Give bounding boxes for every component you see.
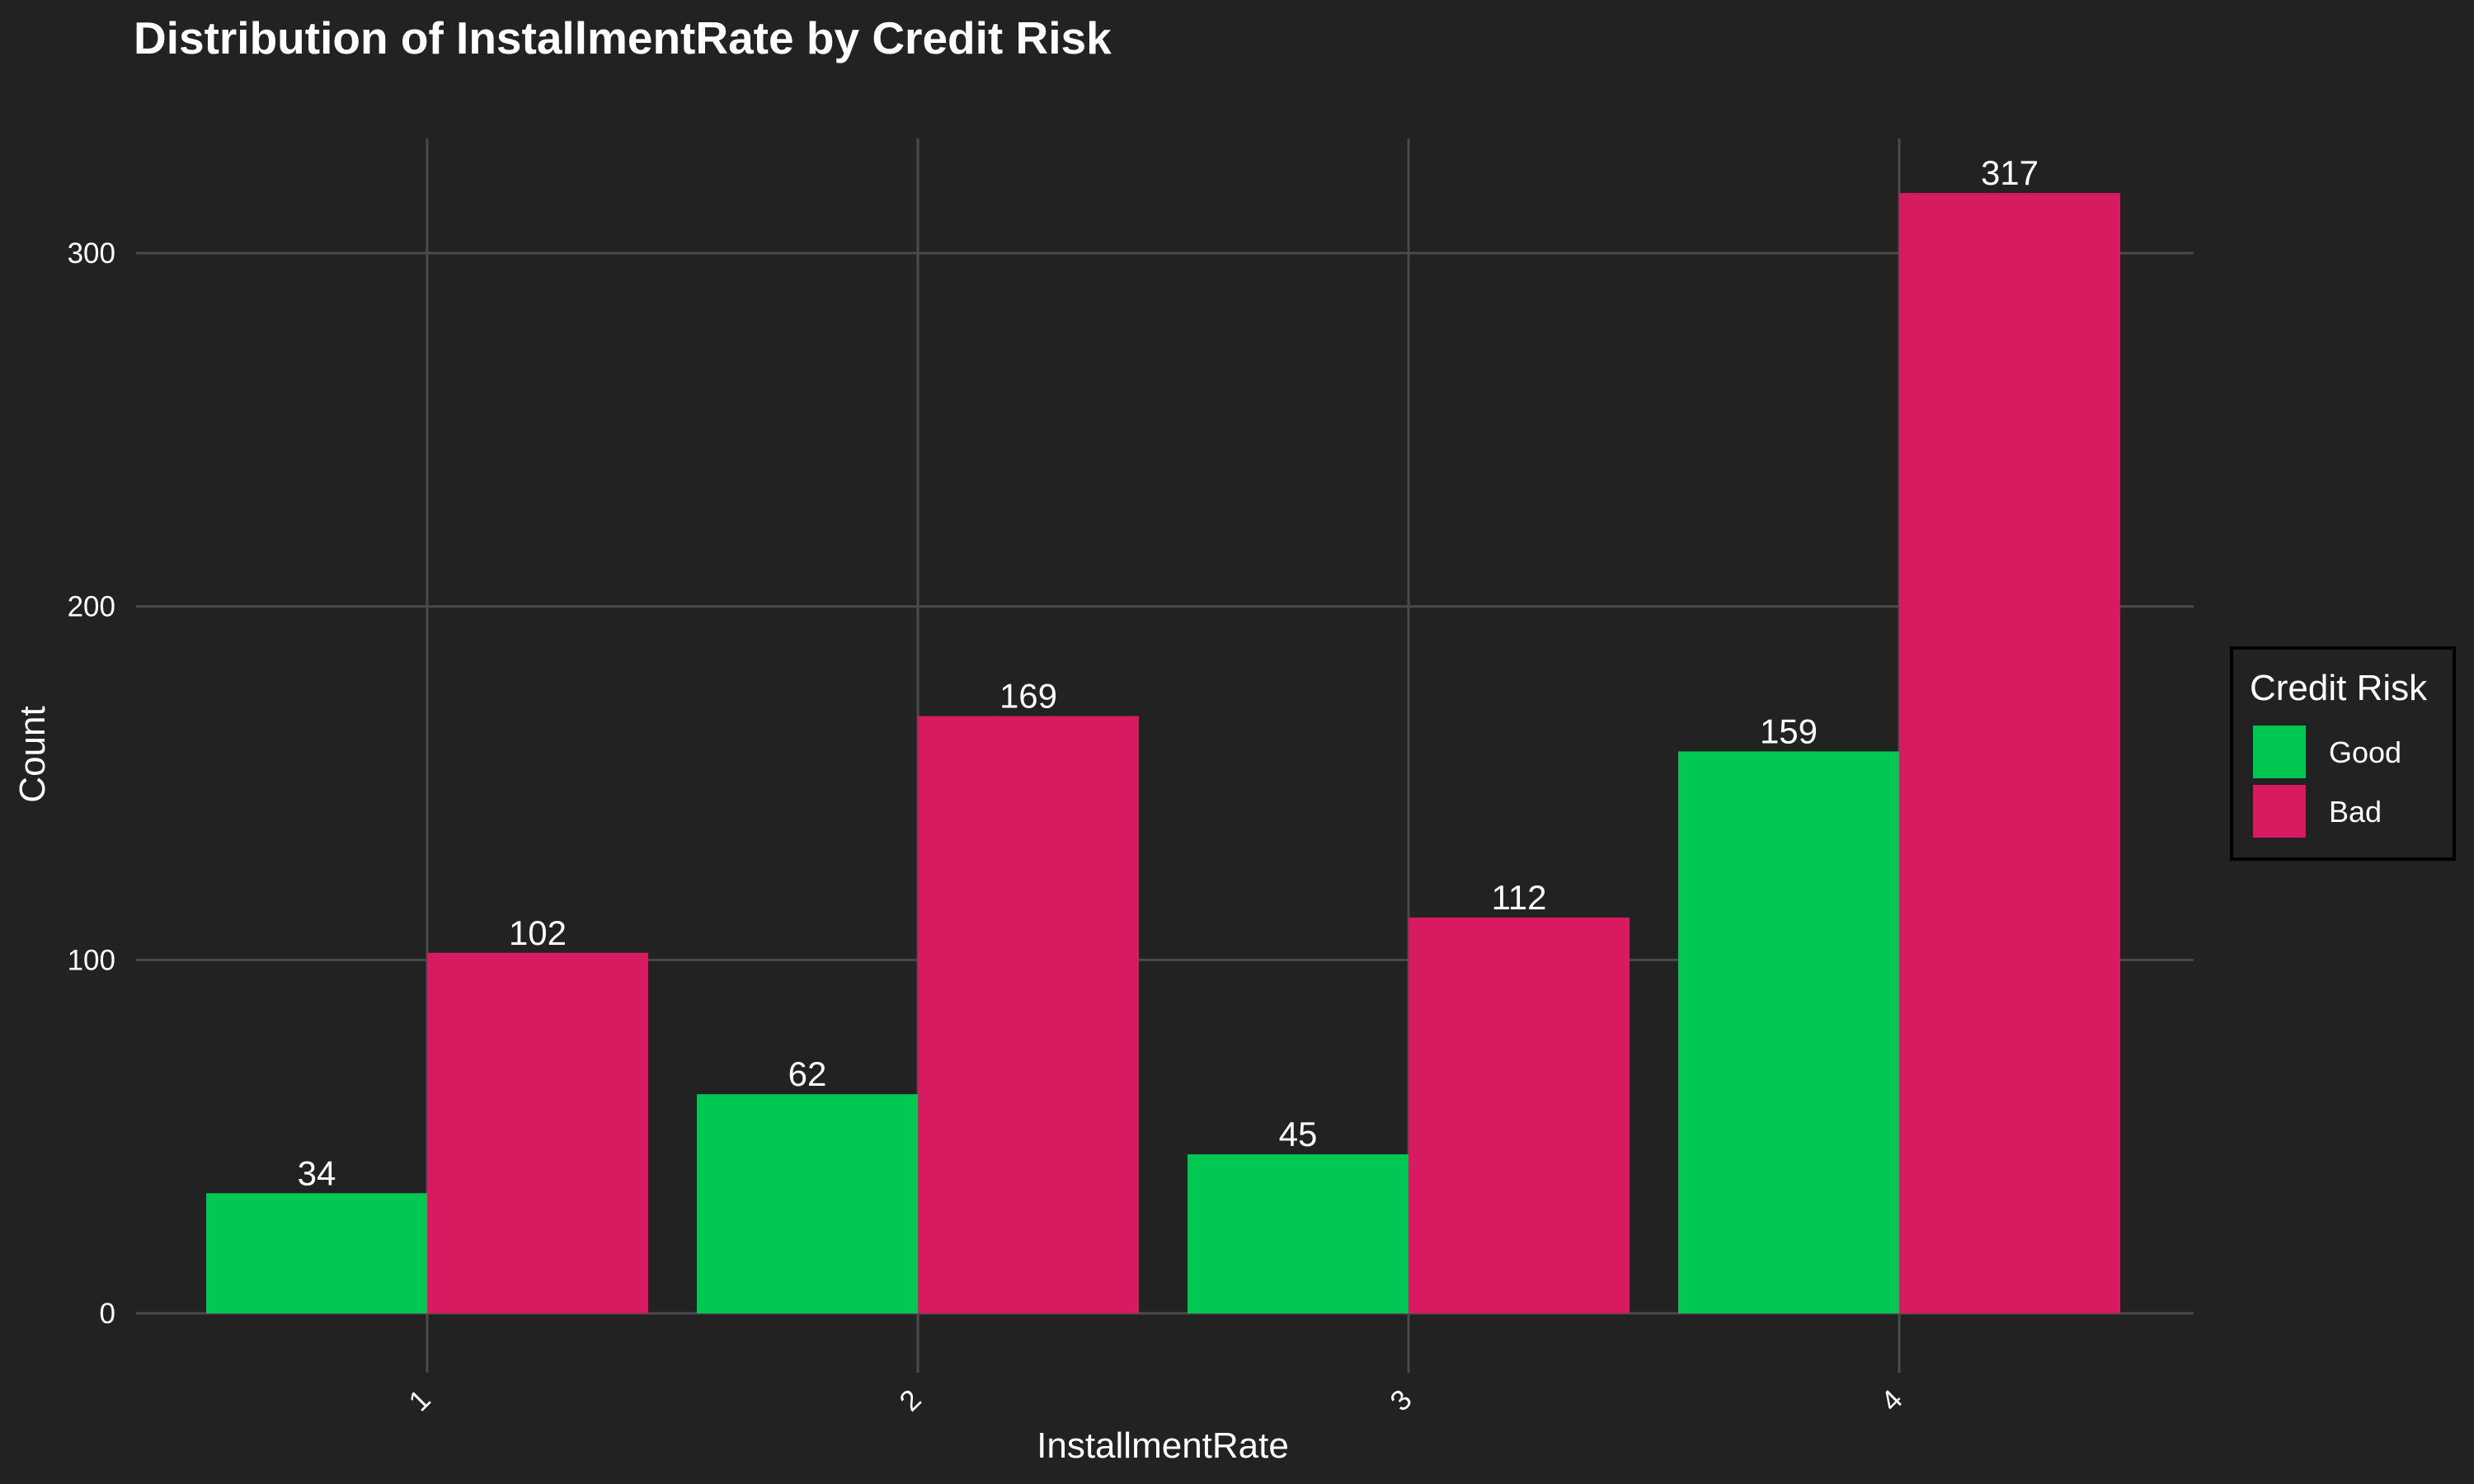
data-label-bad-2: 169 (999, 677, 1057, 716)
legend-box (2230, 646, 2456, 861)
legend-label-bad: Bad (2329, 795, 2382, 829)
y-tick-label: 0 (100, 1298, 115, 1330)
legend-swatch-good (2253, 726, 2306, 778)
y-tick-label: 100 (68, 944, 115, 976)
y-tick-label: 200 (68, 591, 115, 623)
chart-title: Distribution of InstallmentRate by Credi… (134, 12, 1112, 63)
legend-label-good: Good (2329, 735, 2401, 769)
data-label-good-3: 45 (1279, 1115, 1318, 1153)
bar-good-3 (1188, 1154, 1409, 1313)
data-label-bad-1: 102 (509, 913, 567, 952)
y-tick-label: 300 (68, 237, 115, 270)
legend-title: Credit Risk (2250, 668, 2428, 708)
data-label-bad-3: 112 (1492, 878, 1547, 917)
bar-bad-2 (918, 716, 1139, 1313)
data-label-bad-4: 317 (1981, 153, 2039, 192)
bar-bad-3 (1409, 917, 1630, 1313)
data-label-good-4: 159 (1760, 711, 1818, 750)
bar-good-1 (206, 1193, 427, 1313)
bar-good-4 (1678, 751, 1899, 1313)
bar-bad-4 (1899, 193, 2120, 1313)
bar-bad-1 (427, 952, 648, 1313)
x-tick-label: 4 (1874, 1383, 1908, 1417)
legend-items: Good Bad (2253, 726, 2401, 838)
x-axis-title: InstallmentRate (1037, 1425, 1289, 1466)
data-label-good-2: 62 (788, 1054, 827, 1093)
data-labels: 34 62 45 159 102 169 112 317 (298, 153, 2039, 1192)
bar-good-2 (697, 1094, 918, 1313)
x-axis-ticks: 1 2 3 4 (402, 1383, 1908, 1417)
legend: Credit Risk Good Bad (2230, 646, 2456, 861)
x-tick-label: 2 (893, 1383, 927, 1417)
x-tick-label: 3 (1384, 1383, 1418, 1417)
y-axis-title: Count (12, 706, 53, 802)
bars (206, 193, 2120, 1313)
x-tick-label: 1 (402, 1383, 436, 1417)
data-label-good-1: 34 (298, 1153, 336, 1192)
legend-swatch-bad (2253, 785, 2306, 838)
y-axis-ticks: 0 100 200 300 (68, 237, 115, 1330)
